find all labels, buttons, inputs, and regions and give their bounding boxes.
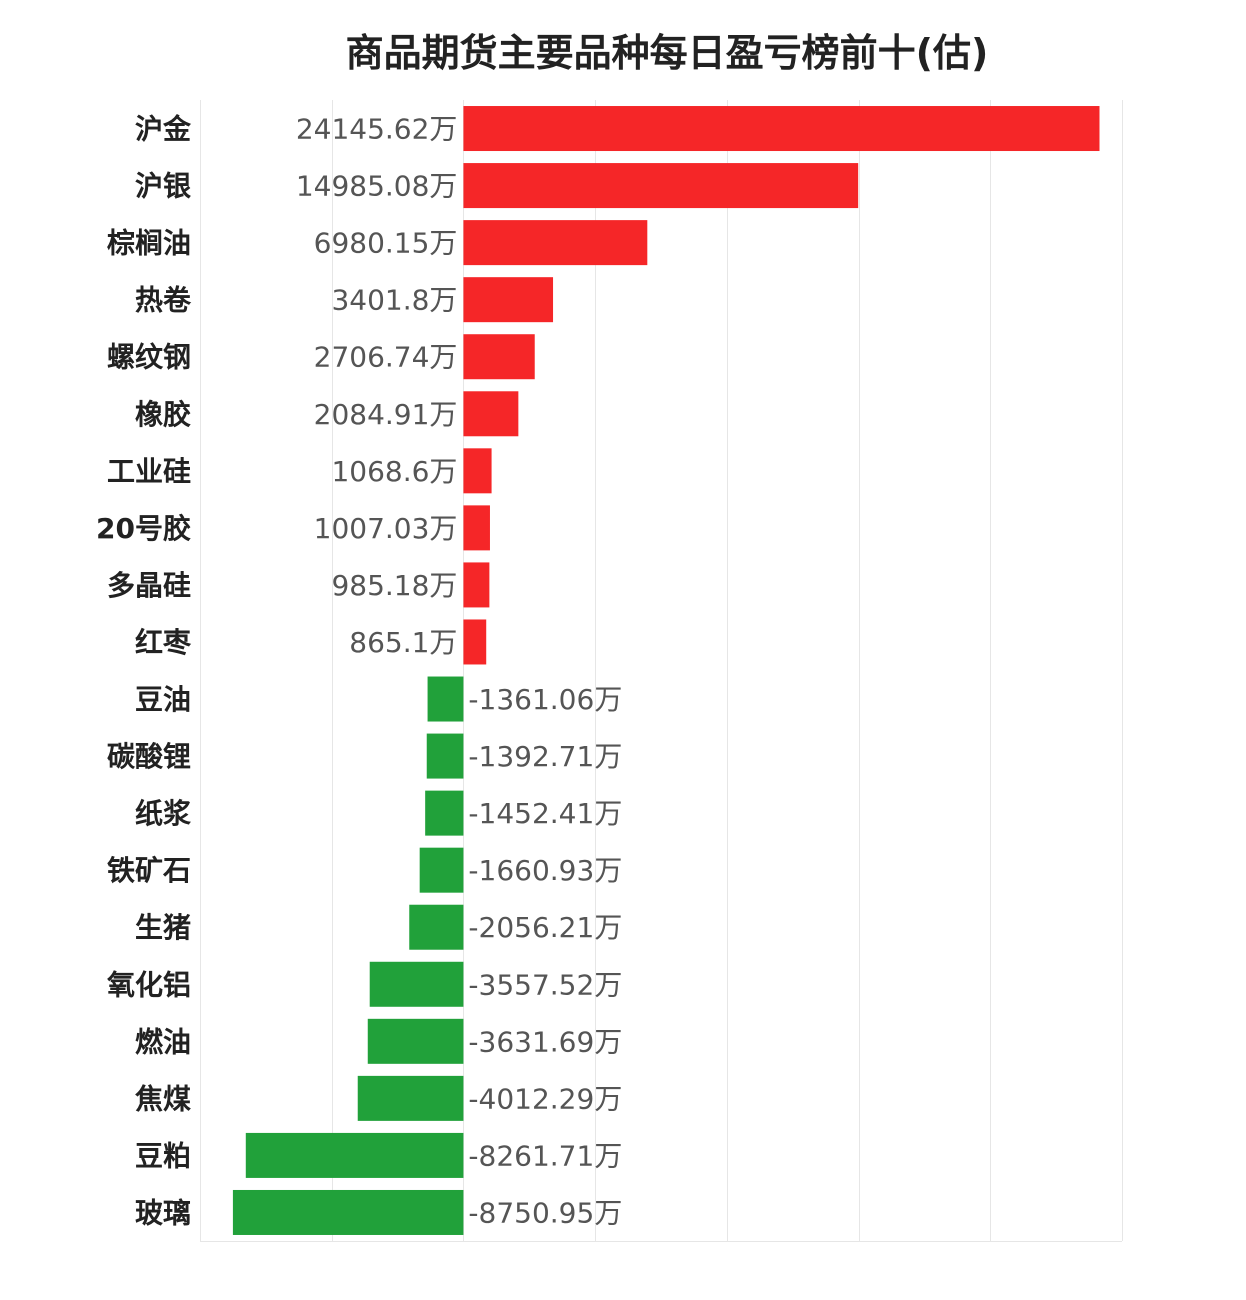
value-label: 1068.6万 <box>331 455 457 488</box>
bar <box>357 1075 464 1121</box>
bar <box>463 106 1100 152</box>
value-label: -3631.69万 <box>468 1025 622 1058</box>
category-label: 铁矿石 <box>107 854 191 887</box>
bar <box>463 391 519 437</box>
category-label: 20号胶 <box>96 512 191 545</box>
value-label: 6980.15万 <box>314 227 458 260</box>
value-label: 2084.91万 <box>314 398 458 431</box>
value-label: -8750.95万 <box>468 1196 622 1229</box>
bar <box>369 961 464 1007</box>
category-label: 沪金 <box>135 113 192 146</box>
value-label: 3401.8万 <box>331 284 457 317</box>
value-label: 24145.62万 <box>296 113 458 146</box>
value-label: -3557.52万 <box>468 968 622 1001</box>
grid-lines <box>200 100 1123 1242</box>
category-label: 橡胶 <box>135 398 191 431</box>
category-label: 氧化铝 <box>107 968 191 1001</box>
value-label: -1452.41万 <box>468 797 622 830</box>
category-label: 沪银 <box>135 170 192 203</box>
value-label: -2056.21万 <box>468 911 622 944</box>
category-label: 燃油 <box>135 1025 191 1058</box>
category-label: 豆油 <box>135 683 191 716</box>
bar <box>232 1189 464 1235</box>
bar <box>419 847 464 893</box>
value-label: -1660.93万 <box>468 854 622 887</box>
category-label: 豆粕 <box>135 1139 191 1172</box>
value-label: -4012.29万 <box>468 1082 622 1115</box>
category-label: 生猪 <box>135 911 191 944</box>
category-label: 工业硅 <box>107 455 191 488</box>
bar <box>463 334 535 380</box>
bar <box>463 505 490 551</box>
bar <box>463 277 554 323</box>
bar <box>463 619 487 665</box>
bar <box>463 562 490 608</box>
value-label: 865.1万 <box>349 626 457 659</box>
bar <box>463 220 648 266</box>
value-label: -1361.06万 <box>468 683 622 716</box>
category-label: 红枣 <box>135 626 192 659</box>
value-label: 14985.08万 <box>296 170 458 203</box>
bar <box>425 790 464 836</box>
category-label: 多晶硅 <box>107 569 191 602</box>
category-label: 棕榈油 <box>107 227 191 260</box>
bar <box>427 676 464 722</box>
category-label: 碳酸锂 <box>107 740 191 773</box>
category-label: 纸浆 <box>135 797 192 830</box>
bar <box>409 904 464 950</box>
bar <box>426 733 464 779</box>
value-label: -1392.71万 <box>468 740 622 773</box>
bars <box>232 106 1100 1235</box>
value-label: 1007.03万 <box>314 512 458 545</box>
bar <box>463 448 492 494</box>
bar <box>245 1132 464 1178</box>
category-label: 玻璃 <box>135 1196 191 1229</box>
category-label: 螺纹钢 <box>107 341 191 374</box>
chart-title: 商品期货主要品种每日盈亏榜前十(估) <box>345 31 989 75</box>
bar <box>367 1018 464 1064</box>
category-label: 焦煤 <box>135 1082 191 1115</box>
value-label: 2706.74万 <box>314 341 458 374</box>
bar <box>463 163 859 209</box>
value-label: -8261.71万 <box>468 1139 622 1172</box>
category-label: 热卷 <box>135 284 192 317</box>
value-label: 985.18万 <box>331 569 457 602</box>
